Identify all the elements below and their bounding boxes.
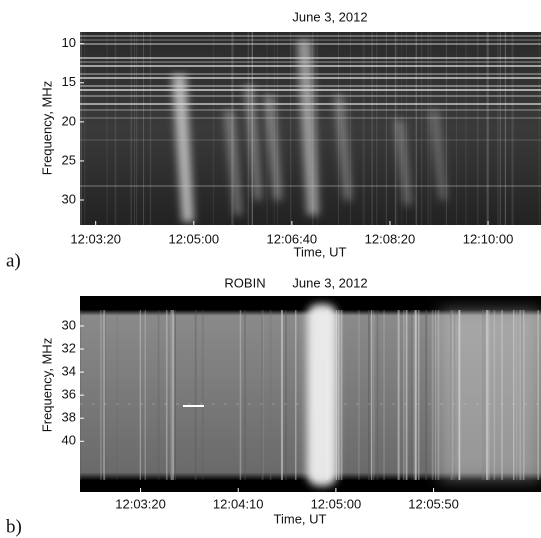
y-tick-label: 25 (62, 152, 76, 167)
x-tick-label: 12:05:50 (408, 496, 459, 511)
y-tick-label: 30 (62, 317, 76, 332)
x-tick-label: 12:10:00 (463, 231, 514, 246)
instrument-label: ROBIN (224, 275, 265, 290)
panel-a: June 3, 2012 Frequency, MHz Time, UT a) … (6, 9, 541, 271)
texture-burst (224, 110, 242, 215)
y-tick-label: 38 (62, 410, 76, 425)
x-tick-label: 12:05:00 (311, 496, 362, 511)
y-tick-label: 20 (62, 113, 76, 128)
texture-burst (334, 95, 352, 200)
y-axis-label: Frequency, MHz (39, 81, 54, 175)
texture-burst (172, 75, 194, 222)
texture-burst (429, 110, 447, 200)
y-axis-label: Frequency, MHz (39, 338, 54, 432)
panel-label: a) (6, 250, 21, 271)
y-tick-label: 30 (62, 191, 76, 206)
panel-title: June 3, 2012 (292, 275, 367, 290)
y-tick-label: 34 (62, 364, 76, 379)
x-axis-label: Time, UT (294, 244, 347, 259)
x-tick-label: 12:06:40 (267, 231, 318, 246)
y-tick-label: 32 (62, 340, 76, 355)
x-tick-label: 12:04:10 (213, 496, 264, 511)
texture-burst (244, 85, 262, 200)
texture-burst (307, 304, 337, 486)
texture-burst (297, 40, 319, 215)
y-tick-label: 40 (62, 433, 76, 448)
x-tick-label: 12:03:20 (115, 496, 166, 511)
x-tick-label: 12:03:20 (70, 231, 121, 246)
panel-b: ROBIN June 3, 2012 Frequency, MHz Time, … (6, 275, 541, 537)
y-tick-label: 36 (62, 387, 76, 402)
texture-burst (440, 310, 540, 480)
y-tick-label: 10 (62, 35, 76, 50)
x-axis-label: Time, UT (274, 511, 327, 526)
x-tick-label: 12:08:20 (365, 231, 416, 246)
spectrogram-texture (80, 304, 541, 486)
texture-burst (394, 120, 412, 205)
spectrogram-texture (79, 32, 541, 225)
y-tick-label: 15 (62, 74, 76, 89)
x-tick-label: 12:05:00 (168, 231, 219, 246)
texture-burst (264, 95, 282, 200)
panel-title: June 3, 2012 (292, 9, 367, 24)
panel-label: b) (6, 516, 22, 537)
